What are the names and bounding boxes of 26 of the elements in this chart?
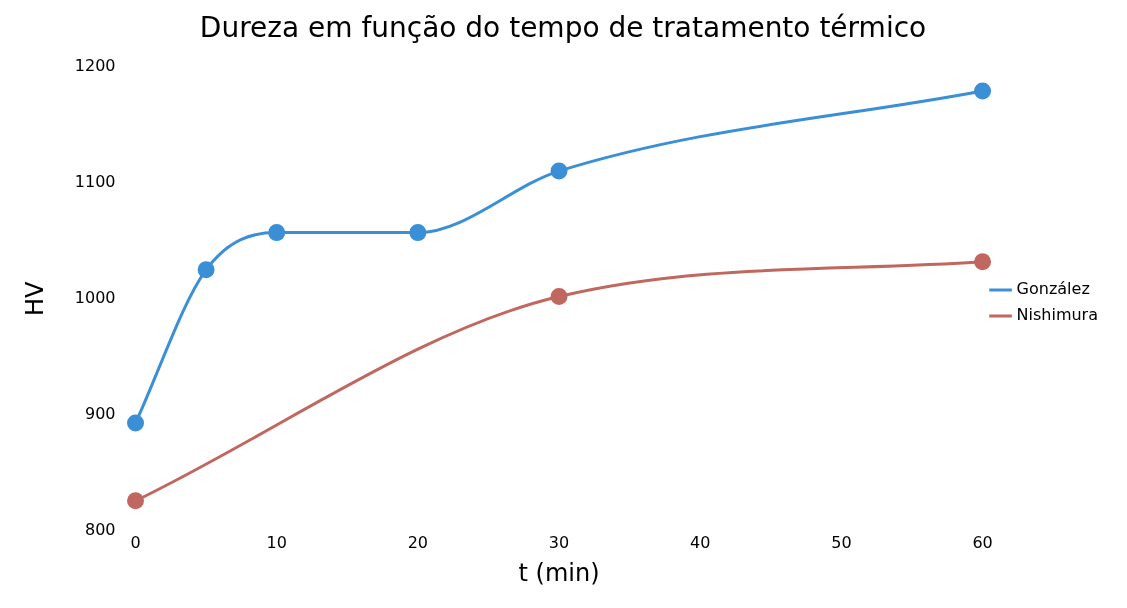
legend-label: González: [1016, 279, 1090, 299]
point: [550, 287, 568, 305]
chart-title: Dureza em função do tempo de tratamento térmico: [199, 11, 927, 45]
y-tick-label: 800: [84, 520, 116, 540]
x-tick-label: 60: [972, 532, 993, 552]
x-tick-label: 30: [548, 532, 570, 552]
x-tick-label: 10: [266, 532, 287, 552]
x-tick-label: 50: [831, 532, 852, 552]
y-tick-label: 900: [84, 404, 116, 424]
x-axis-title: t (min): [518, 558, 600, 587]
y-tick-label: 1100: [74, 171, 116, 191]
point: [197, 261, 215, 279]
point: [127, 492, 145, 510]
point: [127, 414, 145, 432]
legend-label: Nishimura: [1016, 305, 1099, 325]
x-tick-label: 0: [130, 532, 141, 552]
point: [268, 224, 286, 242]
point: [550, 162, 568, 180]
point: [974, 82, 992, 100]
y-tick-label: 1000: [74, 287, 116, 307]
y-tick-label: 1200: [74, 55, 116, 75]
x-tick-label: 40: [690, 532, 711, 552]
y-axis-title: HV: [20, 280, 49, 317]
point: [409, 224, 427, 242]
point: [974, 253, 992, 271]
x-tick-label: 20: [407, 532, 429, 552]
